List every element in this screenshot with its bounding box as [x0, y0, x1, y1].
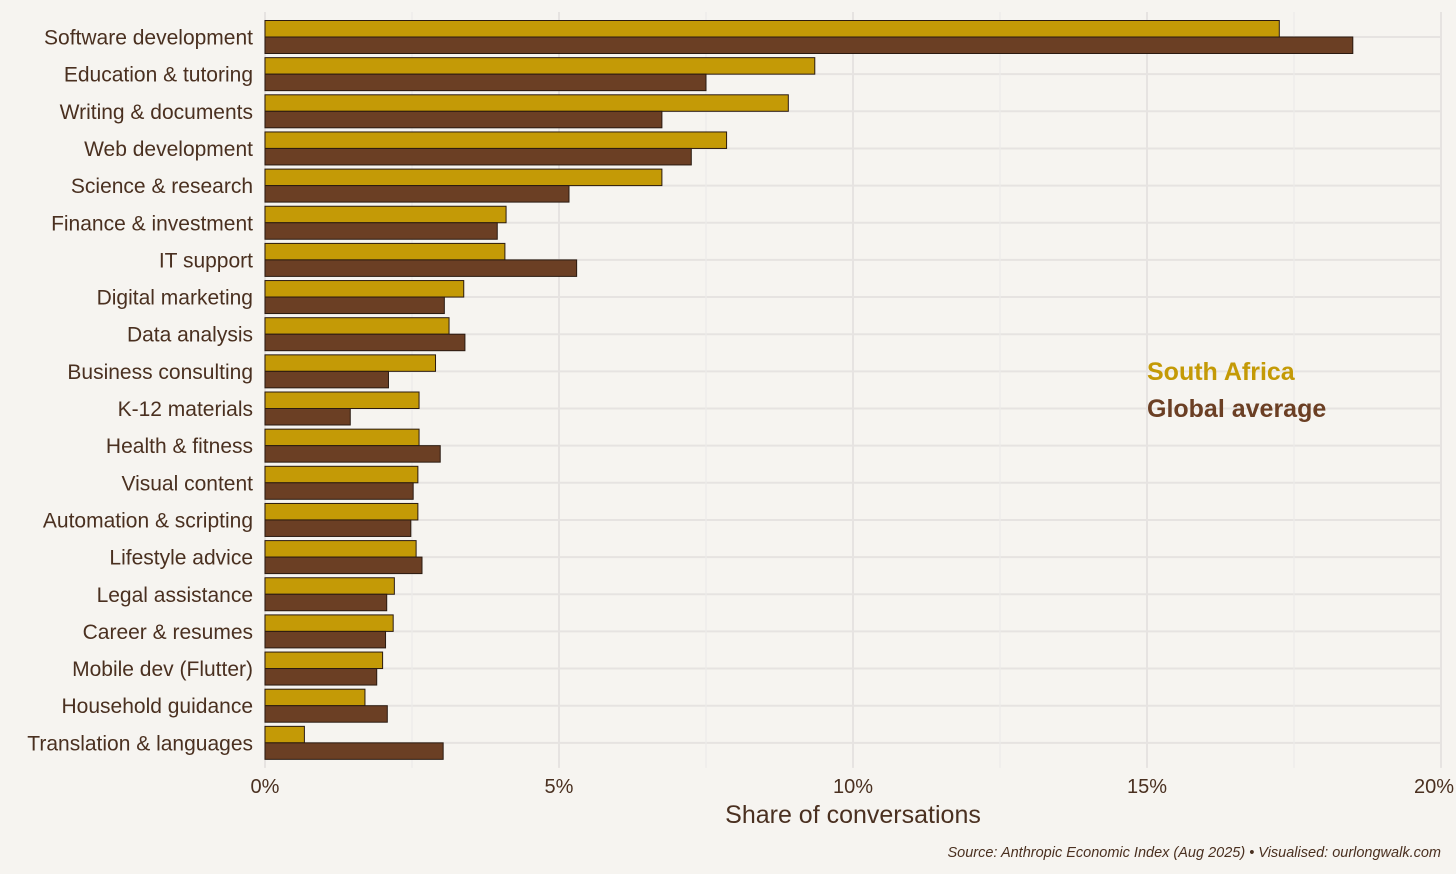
bar-global-average: [264, 668, 378, 686]
category-label: Writing & documents: [60, 101, 253, 124]
category-label: Education & tutoring: [64, 64, 253, 87]
category-labels: Software development Education & tutoring…: [27, 27, 253, 756]
source-caption: Source: Anthropic Economic Index (Aug 20…: [947, 845, 1441, 861]
category-label: Science & research: [71, 175, 253, 198]
bar-global-average: [264, 445, 441, 463]
bar-south-africa: [264, 428, 420, 447]
x-tick-labels: 0% 5% 10% 15% 20%: [251, 776, 1455, 798]
bar-global-average: [264, 742, 444, 760]
bar-global-average: [264, 333, 466, 352]
category-label: Legal assistance: [97, 584, 253, 607]
category-label: Mobile dev (Flutter): [72, 658, 253, 681]
legend-south-africa: South Africa: [1147, 358, 1296, 386]
bar-south-africa: [264, 94, 789, 112]
bar-south-africa: [264, 317, 450, 335]
bar-global-average: [264, 259, 578, 277]
bar-global-average: [264, 593, 388, 612]
category-label: K-12 materials: [118, 398, 253, 421]
category-label: Translation & languages: [27, 732, 253, 755]
bar-global-average: [264, 296, 445, 315]
bar-south-africa: [264, 354, 437, 372]
bar-global-average: [264, 185, 570, 203]
x-tick-label: 0%: [251, 776, 280, 798]
x-tick-label: 15%: [1127, 776, 1167, 798]
bar-south-africa: [264, 502, 419, 521]
bar-south-africa: [264, 131, 728, 149]
bar-global-average: [264, 73, 707, 92]
x-tick-label: 20%: [1414, 776, 1454, 798]
bar-global-average: [264, 556, 423, 575]
bar-global-average: [264, 408, 351, 426]
bar-south-africa: [264, 391, 420, 409]
category-label: Business consulting: [67, 361, 253, 384]
bar-south-africa: [264, 57, 816, 75]
bar-south-africa: [264, 280, 465, 298]
category-label: Lifestyle advice: [109, 547, 253, 570]
bar-global-average: [264, 36, 1354, 54]
category-label: Automation & scripting: [43, 509, 253, 532]
category-label: Web development: [84, 138, 253, 161]
bar-global-average: [264, 110, 663, 129]
bar-global-average: [264, 519, 412, 537]
category-label: Software development: [44, 27, 253, 50]
bar-global-average: [264, 705, 388, 723]
bar-south-africa: [264, 688, 366, 707]
category-label: Data analysis: [127, 324, 253, 347]
bar-south-africa: [264, 168, 663, 187]
x-tick-label: 10%: [833, 776, 873, 798]
bar-global-average: [264, 482, 414, 500]
x-tick-label: 5%: [545, 776, 574, 798]
bar-south-africa: [264, 651, 384, 670]
category-label: Finance & investment: [51, 212, 253, 235]
category-label: Household guidance: [62, 695, 253, 718]
bars: [264, 20, 1354, 760]
bar-global-average: [264, 222, 498, 240]
legend-global-average: Global average: [1147, 395, 1326, 423]
bar-south-africa: [264, 614, 394, 632]
category-label: Digital marketing: [97, 287, 253, 310]
category-label: Career & resumes: [83, 621, 253, 644]
bar-south-africa: [264, 540, 417, 558]
bar-south-africa: [264, 242, 506, 261]
bar-south-africa: [264, 465, 419, 484]
bar-south-africa: [264, 20, 1280, 38]
category-label: IT support: [159, 249, 253, 272]
bar-global-average: [264, 370, 389, 389]
x-axis-title: Share of conversations: [725, 801, 981, 829]
category-label: Health & fitness: [106, 435, 253, 458]
bar-south-africa: [264, 577, 395, 595]
category-label: Visual content: [121, 472, 253, 495]
bar-south-africa: [264, 725, 305, 744]
bar-global-average: [264, 630, 387, 649]
bar-global-average: [264, 147, 692, 166]
bar-south-africa: [264, 205, 507, 224]
